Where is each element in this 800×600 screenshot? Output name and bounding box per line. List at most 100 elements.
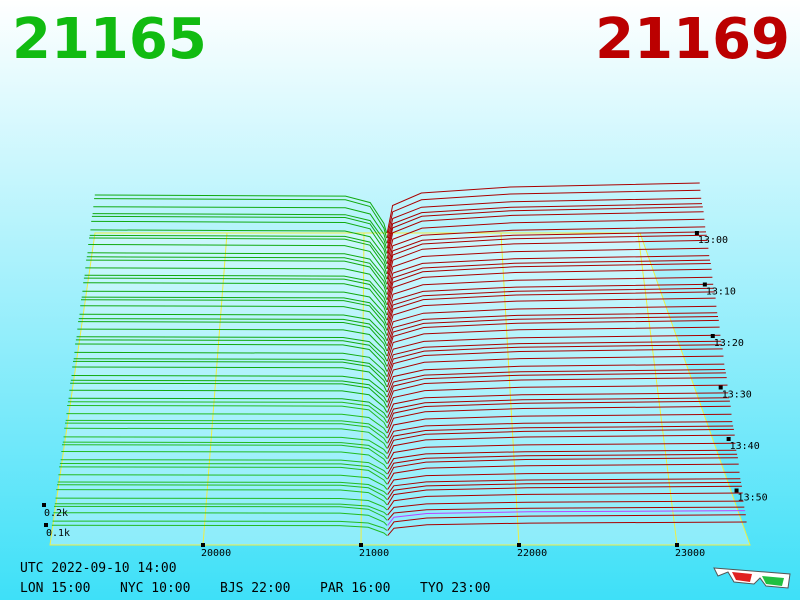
price-tick-label: 20000 bbox=[201, 548, 231, 559]
bid-depth-line bbox=[89, 234, 388, 270]
bid-depth-line bbox=[91, 220, 388, 259]
bid-depth-line bbox=[56, 484, 388, 501]
ask-depth-line bbox=[387, 463, 739, 485]
price-tick-label: 22000 bbox=[517, 548, 547, 559]
ask-depth-line bbox=[387, 421, 733, 444]
bid-depth-line bbox=[75, 339, 388, 367]
ask-depth-line bbox=[386, 226, 706, 270]
bid-depth-line bbox=[91, 215, 388, 254]
ask-depth-line bbox=[386, 348, 723, 382]
ask-depth-line bbox=[386, 263, 711, 305]
bid-depth-line bbox=[60, 459, 388, 475]
ask-depth-line bbox=[386, 316, 719, 352]
time-tick-mark bbox=[726, 437, 731, 441]
time-tick-label: 13:10 bbox=[706, 287, 736, 298]
ask-depth-line bbox=[387, 392, 729, 418]
bid-depth-line bbox=[72, 366, 388, 393]
3d-glasses-icon bbox=[713, 567, 791, 589]
ask-depth-line bbox=[386, 211, 704, 259]
bid-depth-line bbox=[85, 267, 388, 300]
bid-depth-line bbox=[59, 466, 388, 485]
bid-depth-line bbox=[59, 463, 388, 480]
bid-depth-line bbox=[71, 375, 388, 398]
bid-depth-line bbox=[94, 198, 388, 239]
depth-tick-label: 0.1k bbox=[46, 528, 70, 539]
ask-depth-line bbox=[386, 340, 722, 372]
ask-depth-line bbox=[387, 478, 741, 495]
bid-depth-line bbox=[68, 397, 388, 418]
bid-depth-line bbox=[64, 422, 388, 444]
bid-depth-line bbox=[80, 305, 388, 336]
ask-depth-line bbox=[387, 442, 736, 465]
ask-depth-line bbox=[387, 471, 740, 490]
bid-depth-line bbox=[69, 389, 388, 413]
ask-depth-line bbox=[387, 372, 726, 403]
ask-depth-line bbox=[386, 182, 700, 234]
ask-depth-line bbox=[386, 239, 708, 285]
ask-depth-line bbox=[386, 189, 701, 239]
ask-depth-line bbox=[386, 206, 703, 254]
depth-surface bbox=[51, 182, 747, 536]
ask-depth-line bbox=[386, 312, 718, 346]
bid-depth-line bbox=[58, 474, 388, 490]
ask-depth-line bbox=[387, 510, 746, 526]
bid-depth-line bbox=[66, 413, 388, 434]
bid-depth-line bbox=[86, 259, 388, 295]
ask-depth-line bbox=[387, 481, 742, 500]
ask-depth-line bbox=[387, 425, 734, 449]
bid-depth-line bbox=[67, 401, 388, 424]
ask-depth-line bbox=[386, 197, 702, 244]
ask-depth-line bbox=[386, 326, 720, 362]
bid-depth-line bbox=[87, 252, 388, 285]
ask-price: 21169 bbox=[595, 7, 790, 72]
ask-depth-line bbox=[387, 457, 738, 480]
bid-depth-line bbox=[76, 336, 388, 362]
bid-depth-line bbox=[82, 290, 388, 321]
bid-depth-line bbox=[79, 313, 388, 341]
bid-depth-line bbox=[81, 296, 388, 326]
ask-depth-line bbox=[386, 297, 716, 336]
bid-depth-line bbox=[67, 405, 388, 429]
time-tick-label: 13:20 bbox=[714, 338, 744, 349]
ask-depth-line bbox=[387, 434, 735, 459]
grid-line bbox=[360, 232, 365, 546]
ask-depth-line bbox=[387, 485, 742, 506]
bid-depth-line bbox=[94, 194, 388, 234]
ask-depth-line bbox=[387, 377, 727, 408]
bid-depth-line bbox=[78, 321, 388, 352]
ask-depth-line bbox=[387, 384, 728, 413]
bid-depth-line bbox=[72, 360, 388, 388]
ask-depth-line bbox=[386, 363, 725, 393]
zone-time: TYO 23:00 bbox=[420, 581, 490, 596]
grid-line bbox=[500, 232, 520, 546]
ask-depth-line bbox=[386, 255, 710, 295]
bid-depth-line bbox=[86, 256, 388, 290]
time-zones: LON 15:00 NYC 10:00 BJS 22:00 PAR 16:00 TYO … bbox=[20, 581, 490, 596]
ask-depth-line bbox=[387, 514, 746, 531]
ask-depth-line bbox=[387, 506, 745, 521]
depth-tick-mark bbox=[44, 523, 48, 527]
utc-time: UTC 2022-09-10 14:00 bbox=[20, 561, 177, 576]
price-tick-label: 23000 bbox=[675, 548, 705, 559]
zone-time: NYC 10:00 bbox=[120, 581, 190, 596]
ask-depth-line bbox=[386, 247, 709, 290]
bid-depth-line bbox=[77, 328, 388, 357]
ask-depth-line bbox=[386, 319, 719, 357]
time-tick-mark bbox=[694, 231, 699, 235]
ask-depth-line bbox=[386, 203, 703, 249]
ask-depth-line bbox=[387, 500, 744, 516]
bid-depth-line bbox=[56, 489, 388, 506]
price-tick-label: 21000 bbox=[359, 548, 389, 559]
depth-tick-label: 0.2k bbox=[44, 508, 68, 519]
tick-mark bbox=[359, 543, 363, 547]
bid-depth-line bbox=[61, 444, 388, 465]
bid-depth-line bbox=[53, 505, 388, 521]
bid-depth-line bbox=[54, 503, 388, 516]
grid-line bbox=[202, 232, 228, 546]
time-tick-mark bbox=[718, 385, 723, 390]
bid-depth-line bbox=[64, 427, 388, 449]
time-tick-label: 13:00 bbox=[698, 235, 728, 246]
bid-depth-line bbox=[84, 274, 388, 305]
bid-depth-line bbox=[74, 351, 388, 377]
